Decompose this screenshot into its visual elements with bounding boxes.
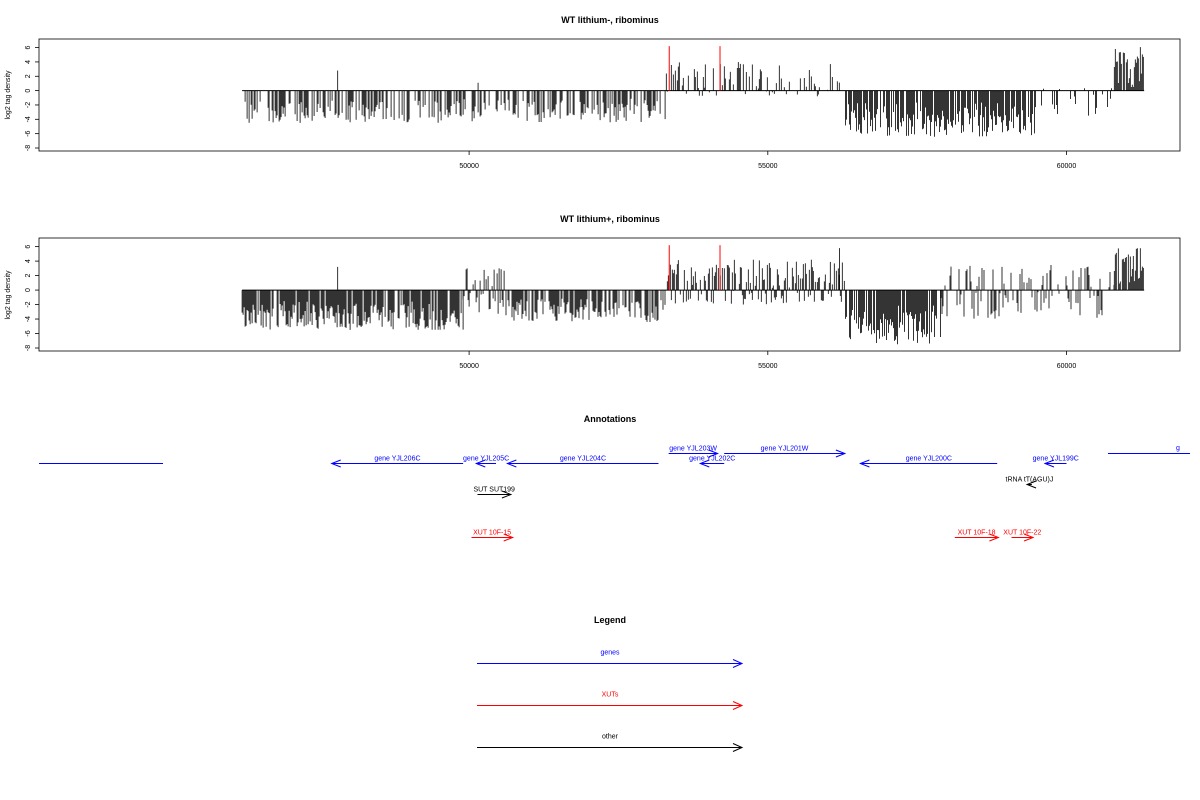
feature-label: XUT 10F-22	[1003, 530, 1041, 537]
partial-gene-label: g	[1176, 445, 1180, 452]
annotations-title: Annotations	[584, 414, 637, 424]
panel-lithium-plus: WT lithium+, ribominus 6 4 2 0 -2 -4 -6 -8 50000…	[5, 214, 1181, 370]
feature-arrowhead	[859, 459, 870, 468]
y-tick-label: -8	[25, 145, 32, 151]
feature-label: XUT 10F-18	[958, 530, 996, 537]
feature-label: gene YJL202C	[689, 456, 735, 463]
y-tick-label: 6	[25, 46, 32, 50]
x-tick-label: 50000	[459, 163, 479, 170]
y-tick-label: -2	[25, 301, 32, 307]
bars-group	[241, 245, 1145, 345]
y-tick-label: 2	[25, 274, 32, 278]
legend-items: genes XUTs other	[477, 650, 744, 752]
feature-arrowhead	[708, 449, 720, 458]
feature-arrowhead	[501, 490, 513, 499]
feature-label: gene YJL206C	[374, 456, 420, 463]
y-tick-label: 4	[25, 259, 32, 263]
feature-arrowhead	[1043, 459, 1055, 468]
panel-title: WT lithium+, ribominus	[560, 214, 660, 224]
y-tick-label: 6	[25, 245, 32, 249]
legend-title: Legend	[594, 615, 626, 625]
feature-arrowhead	[505, 459, 517, 468]
legend-label: other	[602, 734, 619, 741]
feature-arrowhead	[474, 459, 486, 468]
y-tick-label: -6	[25, 330, 32, 336]
y-tick-label: -8	[25, 345, 32, 351]
feature-label: SUT SUT199	[473, 487, 515, 494]
y-tick-label: 4	[25, 60, 32, 64]
panel-title: WT lithium-, ribominus	[561, 15, 659, 25]
feature-arrowhead	[698, 459, 710, 468]
feature-label: gene YJL203W	[669, 446, 717, 453]
y-tick-label: -2	[25, 102, 32, 108]
legend-arrowhead	[732, 659, 744, 668]
x-tick-label: 55000	[758, 163, 778, 170]
legend-arrowhead	[732, 743, 744, 752]
legend-label: XUTs	[602, 692, 619, 699]
feature-arrowhead	[503, 533, 515, 542]
feature-label: gene YJL205C	[463, 456, 509, 463]
feature-label: XUT 10F-15	[473, 530, 511, 537]
feature-arrowhead	[835, 449, 847, 458]
x-tick-label: 60000	[1057, 163, 1077, 170]
y-tick-label: -4	[25, 116, 32, 122]
feature-arrowhead	[330, 459, 341, 468]
x-tick-label: 55000	[758, 363, 778, 370]
axes-group: 6 4 2 0 -2 -4 -6 -8 50000 55000 60000	[25, 46, 1076, 170]
feature-label: tRNA tT(AGU)J	[1006, 477, 1054, 484]
legend: Legend genes XUTs other	[477, 615, 744, 752]
x-tick-label: 50000	[459, 363, 479, 370]
legend-label: genes	[600, 650, 620, 657]
axes-group: 6 4 2 0 -2 -4 -6 -8 50000 55000 60000	[25, 245, 1076, 370]
y-tick-label: 2	[25, 74, 32, 78]
x-tick-label: 60000	[1057, 363, 1077, 370]
feature-label: gene YJL200C	[906, 456, 952, 463]
legend-arrowhead	[732, 701, 744, 710]
bars-group	[242, 46, 1145, 137]
feature-label: gene YJL199C	[1033, 456, 1079, 463]
y-axis-label: log2 tag density	[5, 270, 12, 320]
y-tick-label: 0	[25, 89, 32, 93]
feature-label: gene YJL201W	[761, 446, 809, 453]
annotations-track: Annotations gene YJL206C gene YJL205C gene…	[39, 414, 1190, 542]
y-axis-label: log2 tag density	[5, 70, 12, 120]
plot-frame	[38, 237, 1181, 352]
features-group: gene YJL206C gene YJL205C gene YJL204C gene…	[330, 446, 1079, 542]
feature-label: gene YJL204C	[560, 456, 606, 463]
feature-arrowhead	[1025, 480, 1037, 489]
feature-arrowhead	[1023, 533, 1035, 542]
panel-lithium-minus: WT lithium-, ribominus 6 4 2 0 -2 -4 -6 -8 50000…	[5, 15, 1181, 170]
y-tick-label: 0	[25, 288, 32, 292]
plot-frame	[38, 38, 1181, 152]
y-tick-label: -6	[25, 130, 32, 136]
feature-arrowhead	[989, 533, 1000, 542]
y-tick-label: -4	[25, 316, 32, 322]
